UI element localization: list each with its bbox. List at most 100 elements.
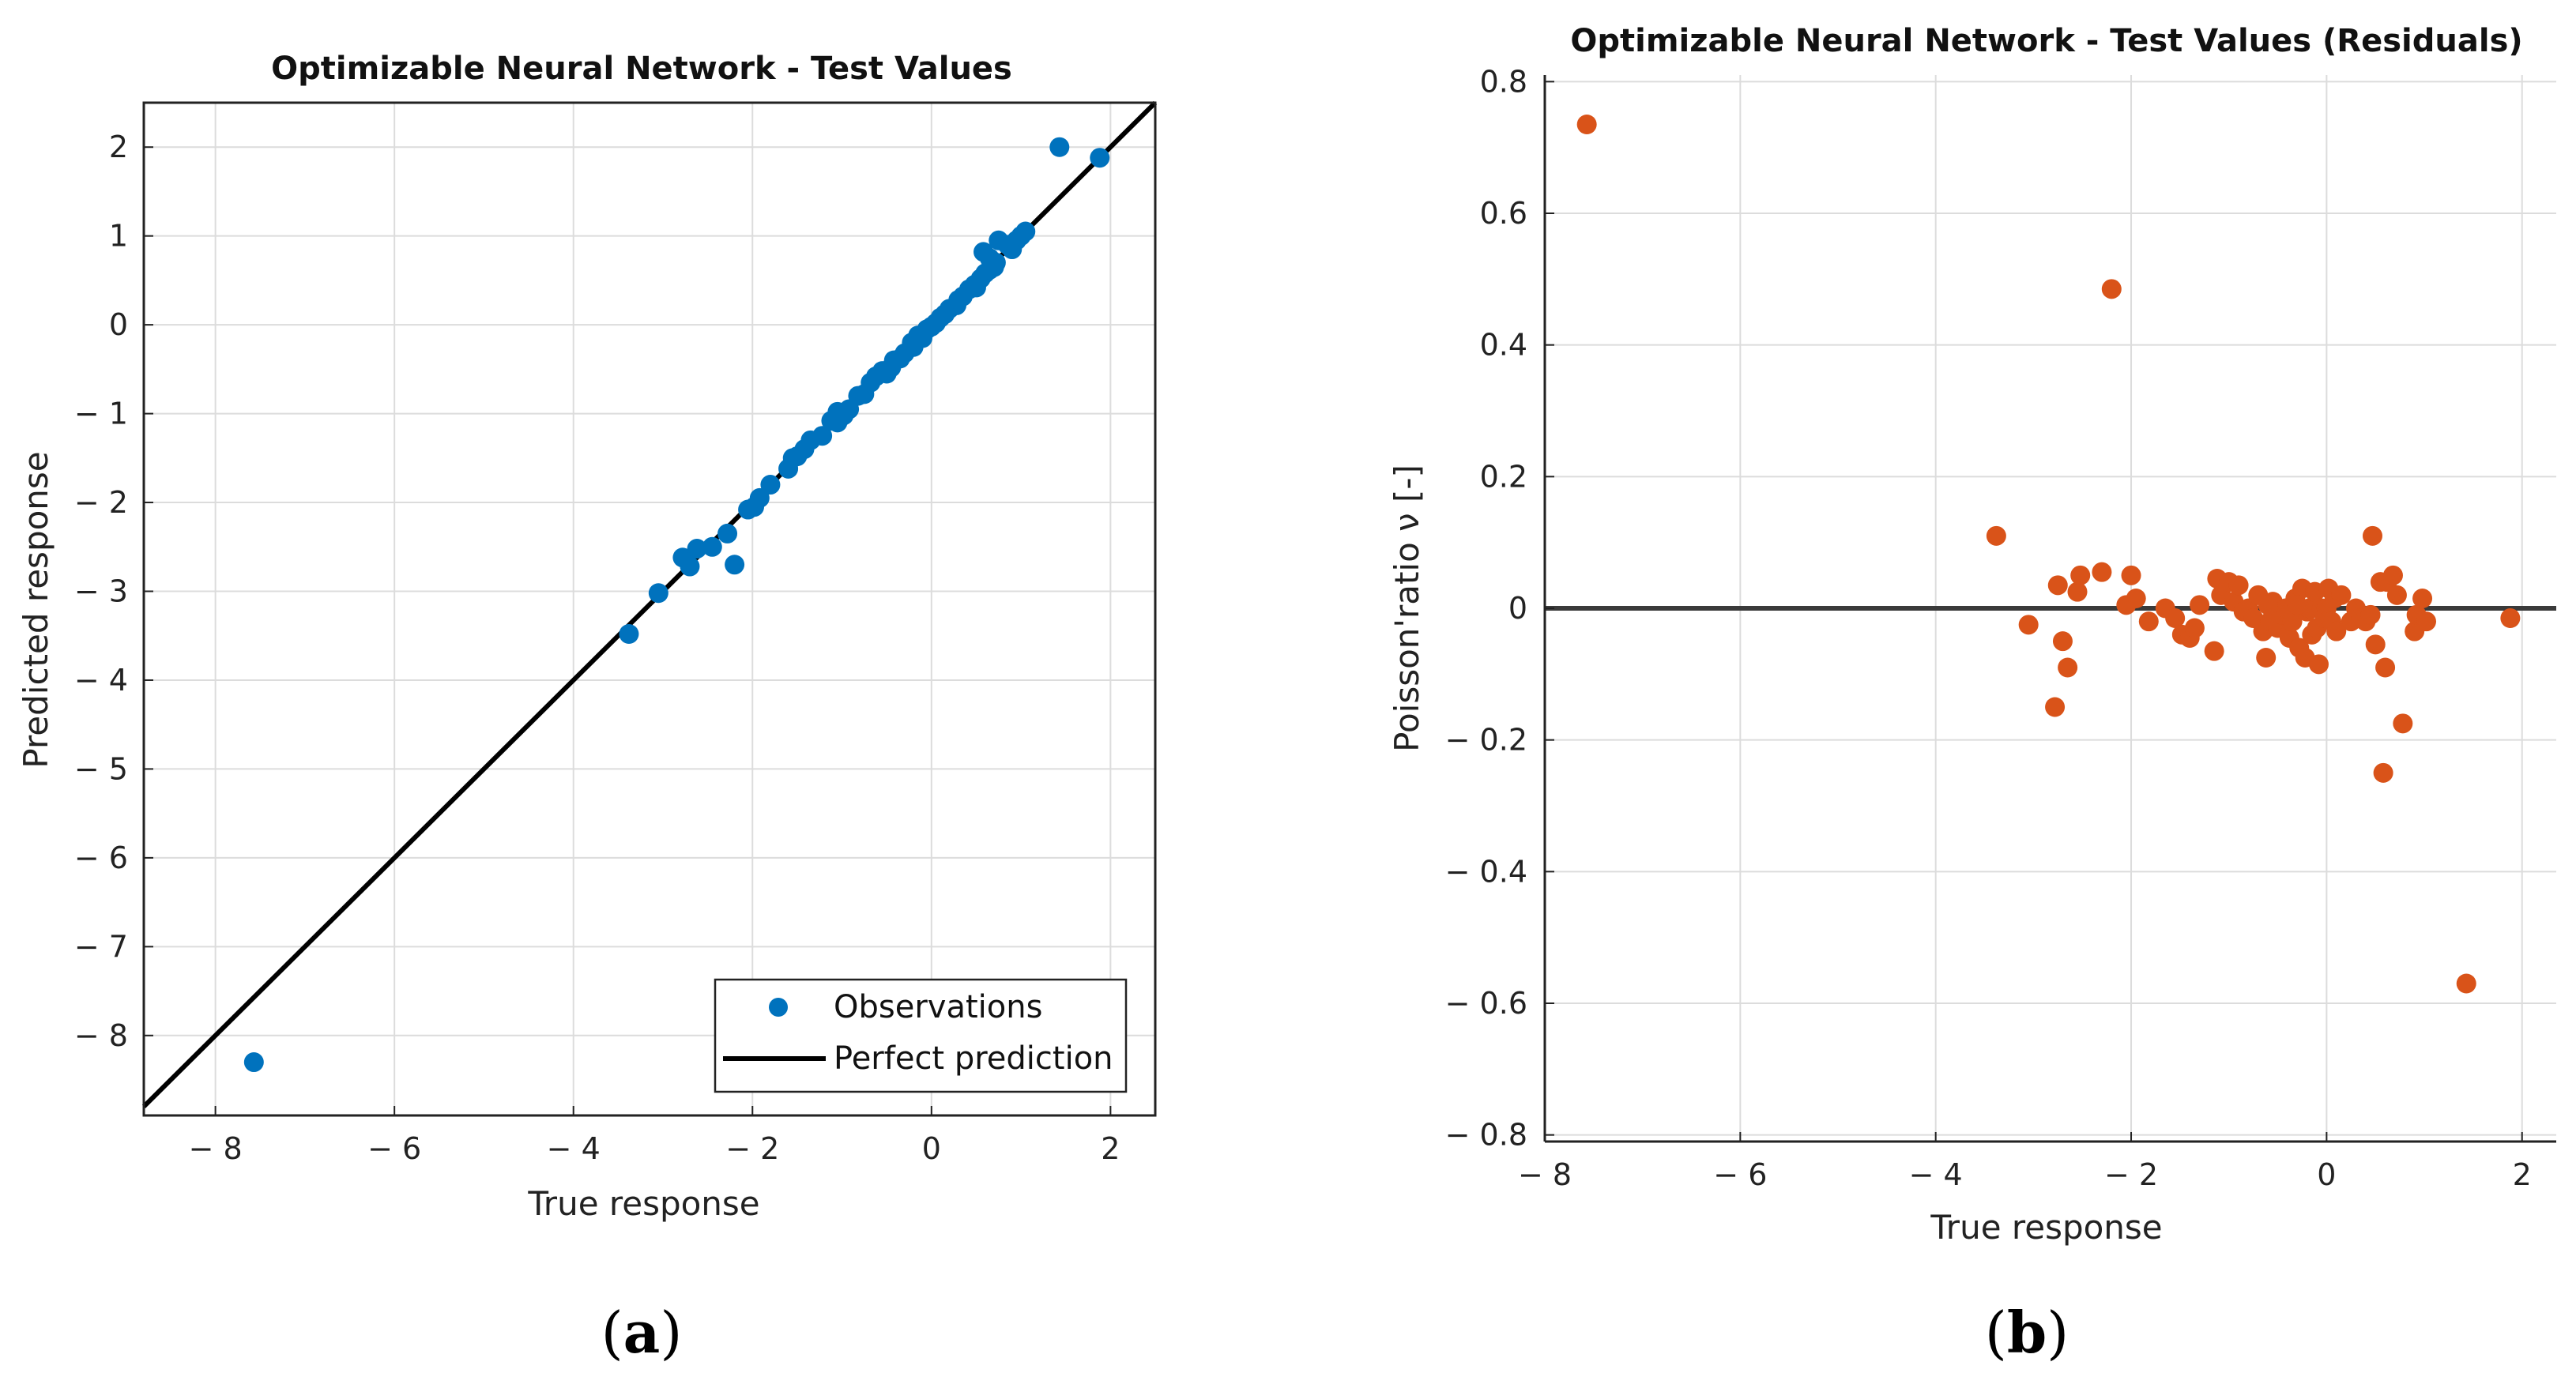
x-tick-label: 2 <box>2513 1157 2532 1192</box>
observation-point <box>782 448 803 468</box>
chart-b-xlabel: True response <box>1930 1208 2162 1247</box>
residual-point <box>1576 115 1597 134</box>
y-tick-label: − 1 <box>74 397 128 431</box>
residual-point <box>2416 611 2437 632</box>
y-tick-label: − 0.4 <box>1445 854 1527 889</box>
x-tick-label: − 2 <box>725 1131 779 1166</box>
y-tick-label: − 8 <box>74 1018 128 1053</box>
y-tick-label: 0.6 <box>1480 196 1527 231</box>
residual-point <box>2382 565 2403 585</box>
x-tick-label: − 2 <box>2104 1157 2158 1192</box>
x-tick-label: − 6 <box>367 1131 421 1166</box>
residual-point <box>2456 973 2476 994</box>
chart-a-points <box>243 137 1110 1073</box>
residual-point <box>2184 618 2205 638</box>
observation-point <box>702 536 722 557</box>
residual-point <box>2256 648 2277 668</box>
observation-point <box>1015 221 1036 242</box>
x-tick-label: − 8 <box>1518 1157 1572 1192</box>
observation-point <box>903 337 924 357</box>
residual-point <box>2373 762 2393 783</box>
subfigure-label-a: (a) <box>601 1299 683 1366</box>
residual-point <box>2204 641 2224 661</box>
residual-point <box>2331 585 2352 605</box>
residual-point <box>2138 611 2159 632</box>
residual-point <box>2308 654 2329 675</box>
legend-box <box>714 978 1128 1093</box>
legend-observations-marker <box>769 998 788 1017</box>
residual-point <box>2365 634 2386 655</box>
observation-point <box>243 1052 264 1073</box>
observation-point <box>687 539 707 559</box>
x-tick-label: − 4 <box>1909 1157 1963 1192</box>
observation-point <box>717 523 738 544</box>
residual-point <box>2092 562 2112 582</box>
chart-b-points <box>1576 115 2521 994</box>
y-tick-label: − 3 <box>74 574 128 609</box>
residual-point <box>2412 589 2433 608</box>
residual-point <box>2101 279 2122 299</box>
chart-a-axes-box <box>142 101 1157 1117</box>
chart-a-xlabel: True response <box>527 1184 759 1223</box>
observation-point <box>966 277 986 298</box>
chart-a-title: Optimizable Neural Network - Test Values <box>271 51 1012 87</box>
chart-a-y-ticks: − 8 − 7 − 6 − 5 − 4 − 3 − 2 − 1 0 1 2 <box>74 130 153 1053</box>
subfigure-label-b: (b) <box>1985 1299 2069 1366</box>
x-tick-label: − 6 <box>1713 1157 1767 1192</box>
residual-point <box>2018 615 2039 635</box>
chart-a-grid <box>144 103 1155 1115</box>
observation-point <box>881 357 902 378</box>
y-tick-label: − 6 <box>74 841 128 875</box>
y-tick-label: − 4 <box>74 663 128 698</box>
chart-b-x-ticks: − 8 − 6 − 4 − 2 0 2 <box>1518 1132 2532 1192</box>
y-tick-label: 0 <box>1508 591 1527 626</box>
observation-point <box>648 583 668 604</box>
y-tick-label: 0.2 <box>1480 459 1527 494</box>
chart-b-title: Optimizable Neural Network - Test Values… <box>1570 23 2522 59</box>
y-tick-label: − 0.2 <box>1445 723 1527 758</box>
residual-point <box>2047 575 2068 596</box>
chart-a-x-ticks: − 8 − 6 − 4 − 2 0 2 <box>189 1106 1120 1166</box>
observation-point <box>725 555 745 575</box>
residual-point <box>2362 525 2382 546</box>
observation-point <box>749 487 770 508</box>
residual-point <box>2282 611 2303 632</box>
chart-a: Optimizable Neural Network - Test Values… <box>17 51 1158 1366</box>
residual-point <box>2045 697 2066 717</box>
y-tick-label: 0.8 <box>1480 64 1527 99</box>
residual-point <box>2360 604 2381 625</box>
observation-point <box>680 556 700 577</box>
legend-observations-label: Observations <box>834 989 1042 1025</box>
chart-b-ylabel: Poisson'ratio ν [-] <box>1388 465 1426 752</box>
y-tick-label: − 0.6 <box>1445 986 1527 1021</box>
residual-point <box>2228 575 2249 596</box>
x-tick-label: − 8 <box>189 1131 243 1166</box>
residual-point <box>2386 585 2407 605</box>
residual-point <box>2375 657 2396 678</box>
residual-point <box>2326 621 2347 641</box>
observation-point <box>1049 137 1070 157</box>
observation-point <box>760 475 781 495</box>
residual-point <box>2121 565 2141 585</box>
residual-point <box>2393 713 2413 734</box>
residual-point <box>2287 595 2307 615</box>
observation-point <box>1090 148 1110 168</box>
legend-perfect-label: Perfect prediction <box>834 1040 1113 1077</box>
chart-b-y-ticks: − 0.8 − 0.6 − 0.4 − 0.2 0 0.2 0.4 0.6 0.8 <box>1445 64 1554 1153</box>
x-tick-label: 2 <box>1101 1131 1120 1166</box>
y-tick-label: − 2 <box>74 485 128 520</box>
x-tick-label: − 4 <box>547 1131 601 1166</box>
observation-point <box>984 257 1004 277</box>
residual-point <box>2258 595 2278 615</box>
x-tick-label: 0 <box>922 1131 941 1166</box>
residual-point <box>2190 595 2210 615</box>
residual-point <box>1986 525 2006 546</box>
y-tick-label: 0.4 <box>1480 328 1527 363</box>
y-tick-label: 1 <box>109 219 128 254</box>
y-tick-label: 0 <box>109 307 128 342</box>
chart-a-ylabel: Predicted response <box>17 451 55 768</box>
chart-a-legend: Observations Perfect prediction <box>714 978 1128 1093</box>
chart-b: Optimizable Neural Network - Test Values… <box>1388 23 2556 1366</box>
observation-point <box>948 290 969 310</box>
